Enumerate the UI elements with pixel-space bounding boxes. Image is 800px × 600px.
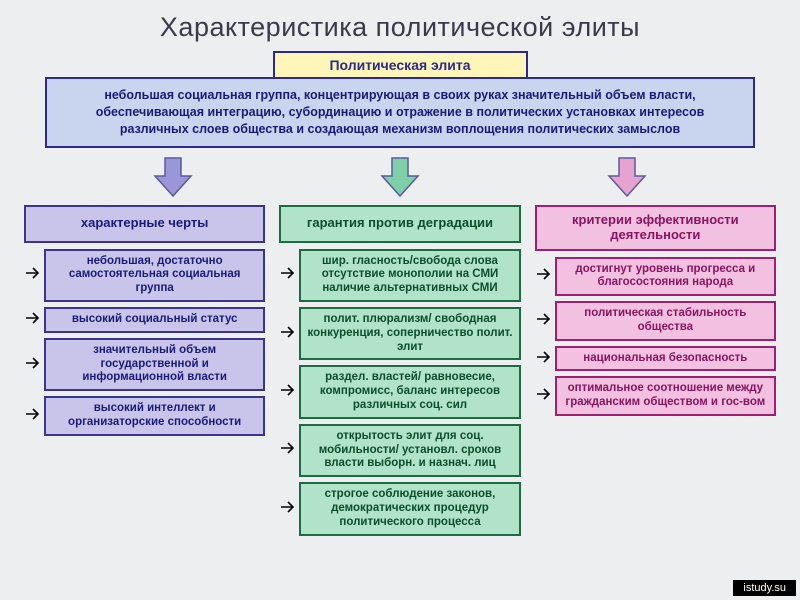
item-box: раздел. властей/ равновесие, компромисс,… — [299, 365, 520, 418]
right-arrow-icon — [535, 267, 555, 285]
item-row: политическая стабильность общества — [535, 301, 776, 341]
item-box: небольшая, достаточно самостоятельная со… — [44, 249, 265, 302]
item-row: шир. гласность/свобода слова отсутствие … — [279, 249, 520, 302]
right-arrow-icon — [535, 350, 555, 368]
item-box: шир. гласность/свобода слова отсутствие … — [299, 249, 520, 302]
item-row: открытость элит для соц. мобильности/ ус… — [279, 424, 520, 477]
item-box: достигнут уровень прогресса и благососто… — [555, 257, 776, 297]
item-row: небольшая, достаточно самостоятельная со… — [24, 249, 265, 302]
item-row: достигнут уровень прогресса и благососто… — [535, 257, 776, 297]
column: критерии эффективности деятельности дост… — [535, 205, 776, 541]
right-arrow-icon — [24, 356, 44, 374]
right-arrow-icon — [279, 441, 299, 459]
down-arrow-icon — [605, 154, 649, 203]
top-concept-box: Политическая элита — [273, 51, 528, 79]
right-arrow-icon — [24, 266, 44, 284]
page-title: Характеристика политической элиты — [0, 0, 800, 51]
item-box: политическая стабильность общества — [555, 301, 776, 341]
right-arrow-icon — [24, 407, 44, 425]
item-row: раздел. властей/ равновесие, компромисс,… — [279, 365, 520, 418]
item-row: оптимальное соотношение между граждански… — [535, 376, 776, 416]
item-box: полит. плюрализм/ свободная конкуренция,… — [299, 307, 520, 360]
item-box: оптимальное соотношение между граждански… — [555, 376, 776, 416]
column-header: гарантия против деградации — [279, 205, 520, 243]
watermark: istudy.su — [733, 580, 796, 596]
columns-container: характерные черты небольшая, достаточно … — [0, 205, 800, 541]
item-box: высокий интеллект и организаторские спос… — [44, 396, 265, 436]
down-arrow-icon — [378, 154, 422, 203]
item-box: строгое соблюдение законов, демократичес… — [299, 482, 520, 535]
right-arrow-icon — [24, 311, 44, 329]
item-row: национальная безопасность — [535, 346, 776, 372]
column-header: критерии эффективности деятельности — [535, 205, 776, 251]
item-box: национальная безопасность — [555, 346, 776, 372]
item-row: строгое соблюдение законов, демократичес… — [279, 482, 520, 535]
down-arrow-icon — [151, 154, 195, 203]
right-arrow-icon — [279, 266, 299, 284]
item-box: открытость элит для соц. мобильности/ ус… — [299, 424, 520, 477]
item-row: высокий социальный статус — [24, 307, 265, 333]
column-header: характерные черты — [24, 205, 265, 243]
item-box: высокий социальный статус — [44, 307, 265, 333]
definition-box: небольшая социальная группа, концентриру… — [45, 77, 755, 148]
item-box: значительный объем государственной и инф… — [44, 338, 265, 391]
column: гарантия против деградации шир. гласност… — [279, 205, 520, 541]
down-arrows-row — [0, 148, 800, 205]
item-row: высокий интеллект и организаторские спос… — [24, 396, 265, 436]
right-arrow-icon — [535, 312, 555, 330]
item-row: значительный объем государственной и инф… — [24, 338, 265, 391]
right-arrow-icon — [279, 500, 299, 518]
item-row: полит. плюрализм/ свободная конкуренция,… — [279, 307, 520, 360]
right-arrow-icon — [535, 387, 555, 405]
right-arrow-icon — [279, 325, 299, 343]
right-arrow-icon — [279, 383, 299, 401]
column: характерные черты небольшая, достаточно … — [24, 205, 265, 541]
